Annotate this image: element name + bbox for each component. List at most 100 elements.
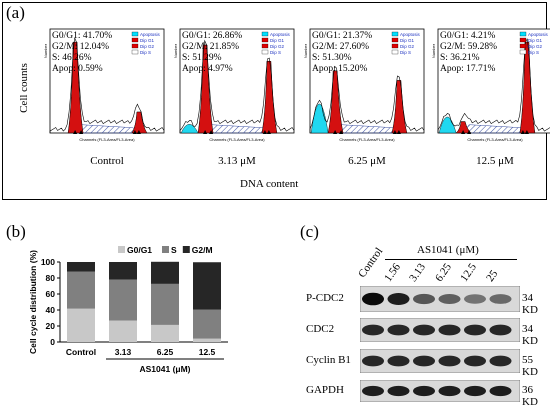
histogram-outline	[179, 39, 295, 133]
gate-marker	[333, 130, 338, 134]
legend-swatch	[118, 246, 125, 253]
legend-label: Dip S	[400, 50, 411, 55]
x-tick-label: Control	[66, 347, 96, 357]
lane-label: 12.5	[458, 261, 480, 284]
gate-marker	[132, 130, 137, 134]
bar-g2m	[193, 262, 221, 310]
molecular-weight-label: 34 KD	[522, 292, 538, 316]
lane-label: 3.13	[407, 261, 429, 284]
stat-line: G2/M: 27.60%	[312, 42, 369, 52]
y-tick-label: 60	[46, 289, 56, 299]
legend-label: G2/M	[192, 245, 213, 255]
protein-band	[413, 293, 435, 305]
condition-label: Control	[90, 155, 124, 167]
protein-band	[464, 355, 486, 367]
lane-label: 1.56	[381, 261, 403, 284]
legend-label: Dip S	[528, 50, 539, 55]
legend-label: Dip G2	[400, 44, 415, 49]
stat-line: S: 51.29%	[182, 53, 222, 63]
hist-y-caption: Number	[303, 43, 308, 58]
g1-peak	[67, 41, 84, 134]
stat-line: S: 51.30%	[312, 53, 352, 63]
x-tick-label: 3.13	[115, 347, 132, 357]
protein-label: GAPDH	[306, 384, 344, 396]
protein-band	[438, 324, 461, 336]
gate-marker	[136, 130, 141, 134]
bar-s	[151, 283, 179, 325]
gate-marker	[524, 130, 529, 134]
panel-a-ylabel: Cell counts	[18, 63, 30, 113]
g2-peak	[519, 41, 536, 134]
stat-line: S: 46.26%	[52, 53, 92, 63]
legend-label: Dip S	[270, 50, 281, 55]
stat-line: S: 36.21%	[440, 53, 480, 63]
bar-g0g1	[151, 324, 179, 342]
gate-marker	[392, 130, 397, 134]
protein-band	[489, 355, 512, 367]
protein-band	[464, 294, 486, 304]
x-tick-label: 6.25	[157, 347, 174, 357]
legend-label: Dip S	[140, 50, 151, 55]
condition-label: 12.5 μM	[476, 155, 514, 167]
protein-band	[387, 385, 410, 397]
molecular-weight-label: 34 KD	[522, 323, 538, 347]
g2-peak	[131, 111, 148, 134]
gate-marker	[209, 130, 214, 134]
histogram-1: Channels (FL3-Area/FL3-Area) Number Apopto…	[43, 28, 165, 142]
y-tick-label: 40	[46, 305, 56, 315]
hist-y-caption: Number	[431, 43, 436, 58]
legend-swatch	[162, 246, 169, 253]
gate-marker	[79, 130, 84, 134]
treatment-label: AS1041 (μM)	[417, 244, 479, 256]
blot-strip	[360, 349, 520, 373]
bar-s	[109, 279, 137, 321]
y-tick-label: 80	[46, 273, 56, 283]
protein-band	[413, 385, 435, 397]
protein-band	[387, 324, 410, 336]
g1-peak	[197, 44, 214, 134]
x-axis-label: AS1041 (μM)	[139, 364, 190, 374]
stat-line: Apop: 4.97%	[182, 64, 233, 74]
protein-band	[387, 355, 410, 367]
bar-g2m	[151, 261, 179, 284]
protein-band	[387, 292, 410, 306]
hist-frame	[49, 28, 165, 134]
stat-line: Apop: 0.59%	[52, 64, 103, 74]
hist-x-caption: Channels (FL3-Area/FL3-Area)	[339, 137, 395, 142]
legend-label: Dip G2	[270, 44, 285, 49]
gate-marker	[262, 130, 267, 134]
gate-marker	[73, 130, 78, 134]
legend-label: Apoptosis	[400, 32, 421, 37]
legend-label: Apoptosis	[528, 32, 549, 37]
panel-c-letter: (c)	[300, 222, 319, 241]
apoptosis-peak	[310, 103, 329, 134]
protein-band	[362, 385, 384, 397]
x-tick-label: 12.5	[199, 347, 216, 357]
gate-marker	[461, 130, 466, 134]
protein-band	[489, 294, 512, 304]
stat-line: G2/M: 12.04%	[52, 42, 109, 52]
histogram-2: Channels (FL3-Area/FL3-Area) Number Apopto…	[173, 28, 295, 142]
protein-band	[489, 385, 512, 397]
y-tick-label: 20	[46, 321, 56, 331]
molecular-weight-label: 36 KD	[522, 384, 538, 407]
protein-band	[362, 355, 384, 367]
legend-label: Dip G1	[270, 38, 285, 43]
stat-line: G0/G1: 41.70%	[52, 31, 112, 41]
protein-label: Cyclin B1	[306, 354, 351, 366]
stat-line: Apop: 15.20%	[312, 64, 368, 74]
y-tick-label: 100	[41, 257, 55, 267]
legend-label: Dip G2	[528, 44, 543, 49]
bar-s	[67, 271, 95, 309]
gate-marker	[396, 130, 401, 134]
legend-label: S	[171, 245, 177, 255]
stat-line: G0/G1: 26.86%	[182, 31, 242, 41]
bar-s	[193, 309, 221, 339]
histogram-outline	[437, 38, 550, 133]
legend-label: Apoptosis	[270, 32, 291, 37]
protein-band	[464, 385, 486, 397]
